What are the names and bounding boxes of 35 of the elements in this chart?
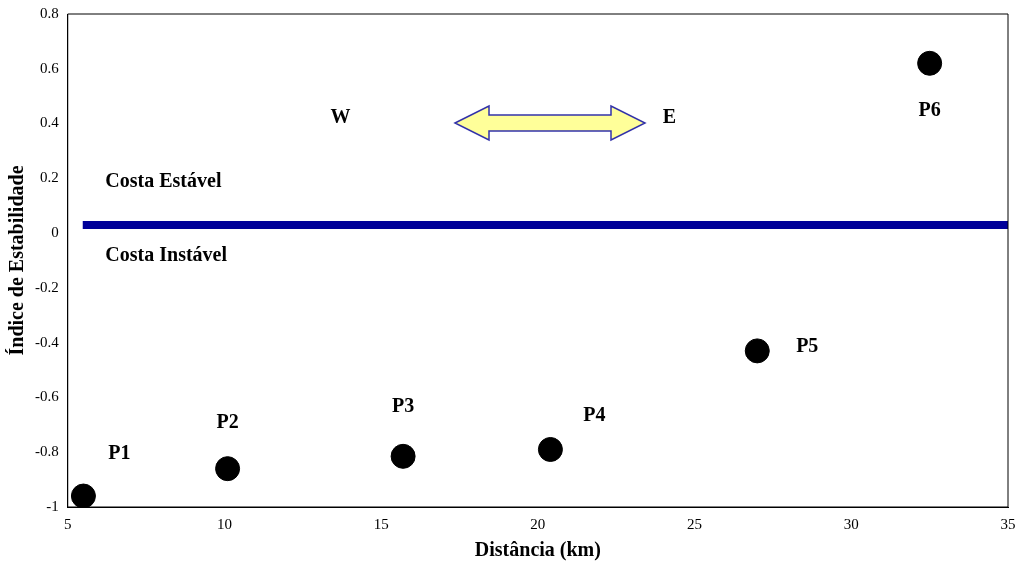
annotation: E <box>662 104 677 127</box>
point <box>917 50 943 76</box>
y-tick-label: 0.4 <box>40 114 60 131</box>
y-tick-label: -0.4 <box>35 333 60 350</box>
data-label: P6 <box>918 98 941 121</box>
data-label: P3 <box>391 393 415 416</box>
y-axis-title: Índice de Estabilidade <box>5 165 28 356</box>
annotation: W <box>330 104 351 127</box>
x-tick-label: 5 <box>64 515 72 532</box>
x-axis-title: Distância (km) <box>474 538 601 562</box>
y-tick-label: 0 <box>51 224 59 241</box>
data-label: P4 <box>583 402 606 425</box>
x-tick-label: 10 <box>216 515 232 532</box>
data-label: P2 <box>216 409 239 432</box>
annotation: Costa Estável <box>105 168 222 191</box>
y-tick-label: -0.8 <box>35 443 59 460</box>
point <box>744 338 770 364</box>
x-tick-label: 30 <box>843 515 859 532</box>
y-tick-label: -1 <box>46 497 59 514</box>
x-tick-label: 20 <box>530 515 546 532</box>
x-tick-label: 35 <box>1000 515 1016 532</box>
data-label: P1 <box>108 441 131 464</box>
x-tick-label: 15 <box>373 515 389 532</box>
annotation: Costa Instável <box>105 242 228 265</box>
point <box>70 483 96 507</box>
y-tick-label: 0.6 <box>40 59 60 76</box>
data-label: P5 <box>796 334 819 357</box>
y-tick-label: 0.8 <box>40 4 59 21</box>
point <box>537 436 563 462</box>
y-tick-label: -0.2 <box>35 278 59 295</box>
x-tick-label: 25 <box>687 515 703 532</box>
y-tick-label: 0.2 <box>40 169 59 186</box>
point <box>215 456 241 482</box>
point <box>390 443 416 469</box>
y-tick-label: -0.6 <box>35 388 60 405</box>
